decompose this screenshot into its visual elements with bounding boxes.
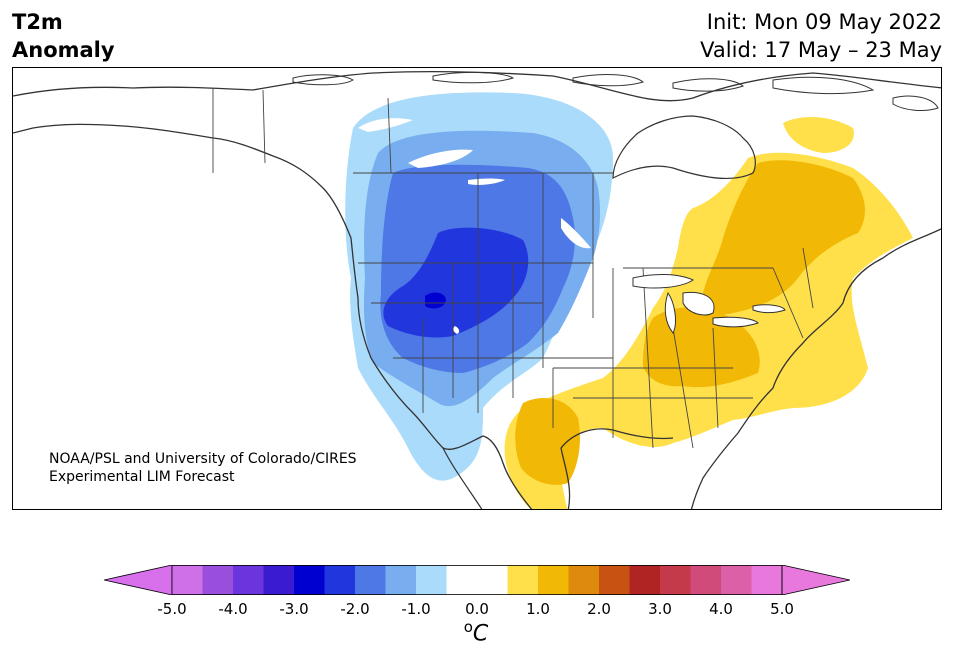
valid-range: Valid: 17 May – 23 May — [700, 38, 942, 62]
colorbar-segment — [721, 565, 752, 595]
colorbar — [103, 564, 851, 596]
arctic-islands — [292, 71, 939, 112]
colorbar-segment — [660, 565, 691, 595]
colorbar-segment — [477, 565, 508, 595]
colorbar-tick-label: -2.0 — [340, 600, 370, 618]
colorbar-tick-label: 1.0 — [526, 600, 550, 618]
hudson-bay-outline — [612, 115, 756, 180]
colorbar-unit: oC — [464, 618, 489, 646]
cold-anomaly-level-5 — [425, 292, 446, 309]
lake-shape — [453, 326, 460, 334]
colorbar-segment — [507, 565, 539, 595]
map-canvas — [13, 70, 941, 509]
lake-shape — [408, 149, 473, 168]
warm-anomaly-level-1 — [783, 116, 854, 153]
colorbar-tick-label: 2.0 — [587, 600, 611, 618]
colorbar-segment — [355, 565, 386, 595]
colorbar-segment — [568, 565, 600, 595]
anomaly-map — [12, 67, 942, 510]
title-line-2: Anomaly — [12, 38, 115, 62]
colorbar-segment — [538, 565, 569, 595]
colorbar-segment — [385, 565, 417, 595]
colorbar-segment — [324, 565, 356, 595]
colorbar-tick-label: 5.0 — [770, 600, 794, 618]
attribution: NOAA/PSL and University of Colorado/CIRE… — [49, 450, 357, 486]
great-lakes — [632, 274, 786, 334]
colorbar-extend-max — [781, 564, 851, 596]
colorbar-segment — [172, 565, 203, 595]
colorbar-svg — [103, 564, 851, 596]
colorbar-segment — [263, 565, 295, 595]
map-title: T2m Anomaly — [12, 8, 115, 64]
init-date: Init: Mon 09 May 2022 — [706, 10, 942, 34]
colorbar-segment — [233, 565, 264, 595]
colorbar-tick-label: -4.0 — [218, 600, 248, 618]
unit-letter: C — [472, 621, 489, 647]
colorbar-segment — [294, 565, 325, 595]
colorbar-segment — [599, 565, 630, 595]
degree-symbol: o — [463, 618, 473, 636]
colorbar-extend-min — [103, 564, 173, 596]
colorbar-segment — [629, 565, 661, 595]
warm-anomaly-level-2 — [515, 398, 580, 485]
lake-shape — [468, 178, 505, 185]
political-borders — [212, 88, 814, 449]
colorbar-segment — [690, 565, 722, 595]
coastline — [442, 447, 483, 509]
colorbar-segment — [751, 565, 783, 595]
colorbar-tick-label: 3.0 — [648, 600, 672, 618]
colorbar-segment — [416, 565, 447, 595]
colorbar-segment — [202, 565, 234, 595]
colorbar-tick-label: 0.0 — [465, 600, 489, 618]
warm-anomaly-level-2 — [703, 160, 865, 315]
colorbar-border — [171, 565, 783, 596]
lake-shape — [561, 218, 591, 249]
colorbar-segment — [446, 565, 478, 595]
colorbar-tick-label: -1.0 — [401, 600, 431, 618]
attribution-line-1: NOAA/PSL and University of Colorado/CIRE… — [49, 451, 357, 467]
colorbar-tick-label: 4.0 — [709, 600, 733, 618]
title-line-1: T2m — [12, 10, 63, 34]
forecast-dates: Init: Mon 09 May 2022 Valid: 17 May – 23… — [700, 8, 942, 64]
colorbar-tick-label: -5.0 — [157, 600, 187, 618]
colorbar-tick-label: -3.0 — [279, 600, 309, 618]
cold-anomaly-level-4 — [383, 227, 529, 338]
attribution-line-2: Experimental LIM Forecast — [49, 469, 235, 485]
lake-shape — [358, 118, 413, 132]
